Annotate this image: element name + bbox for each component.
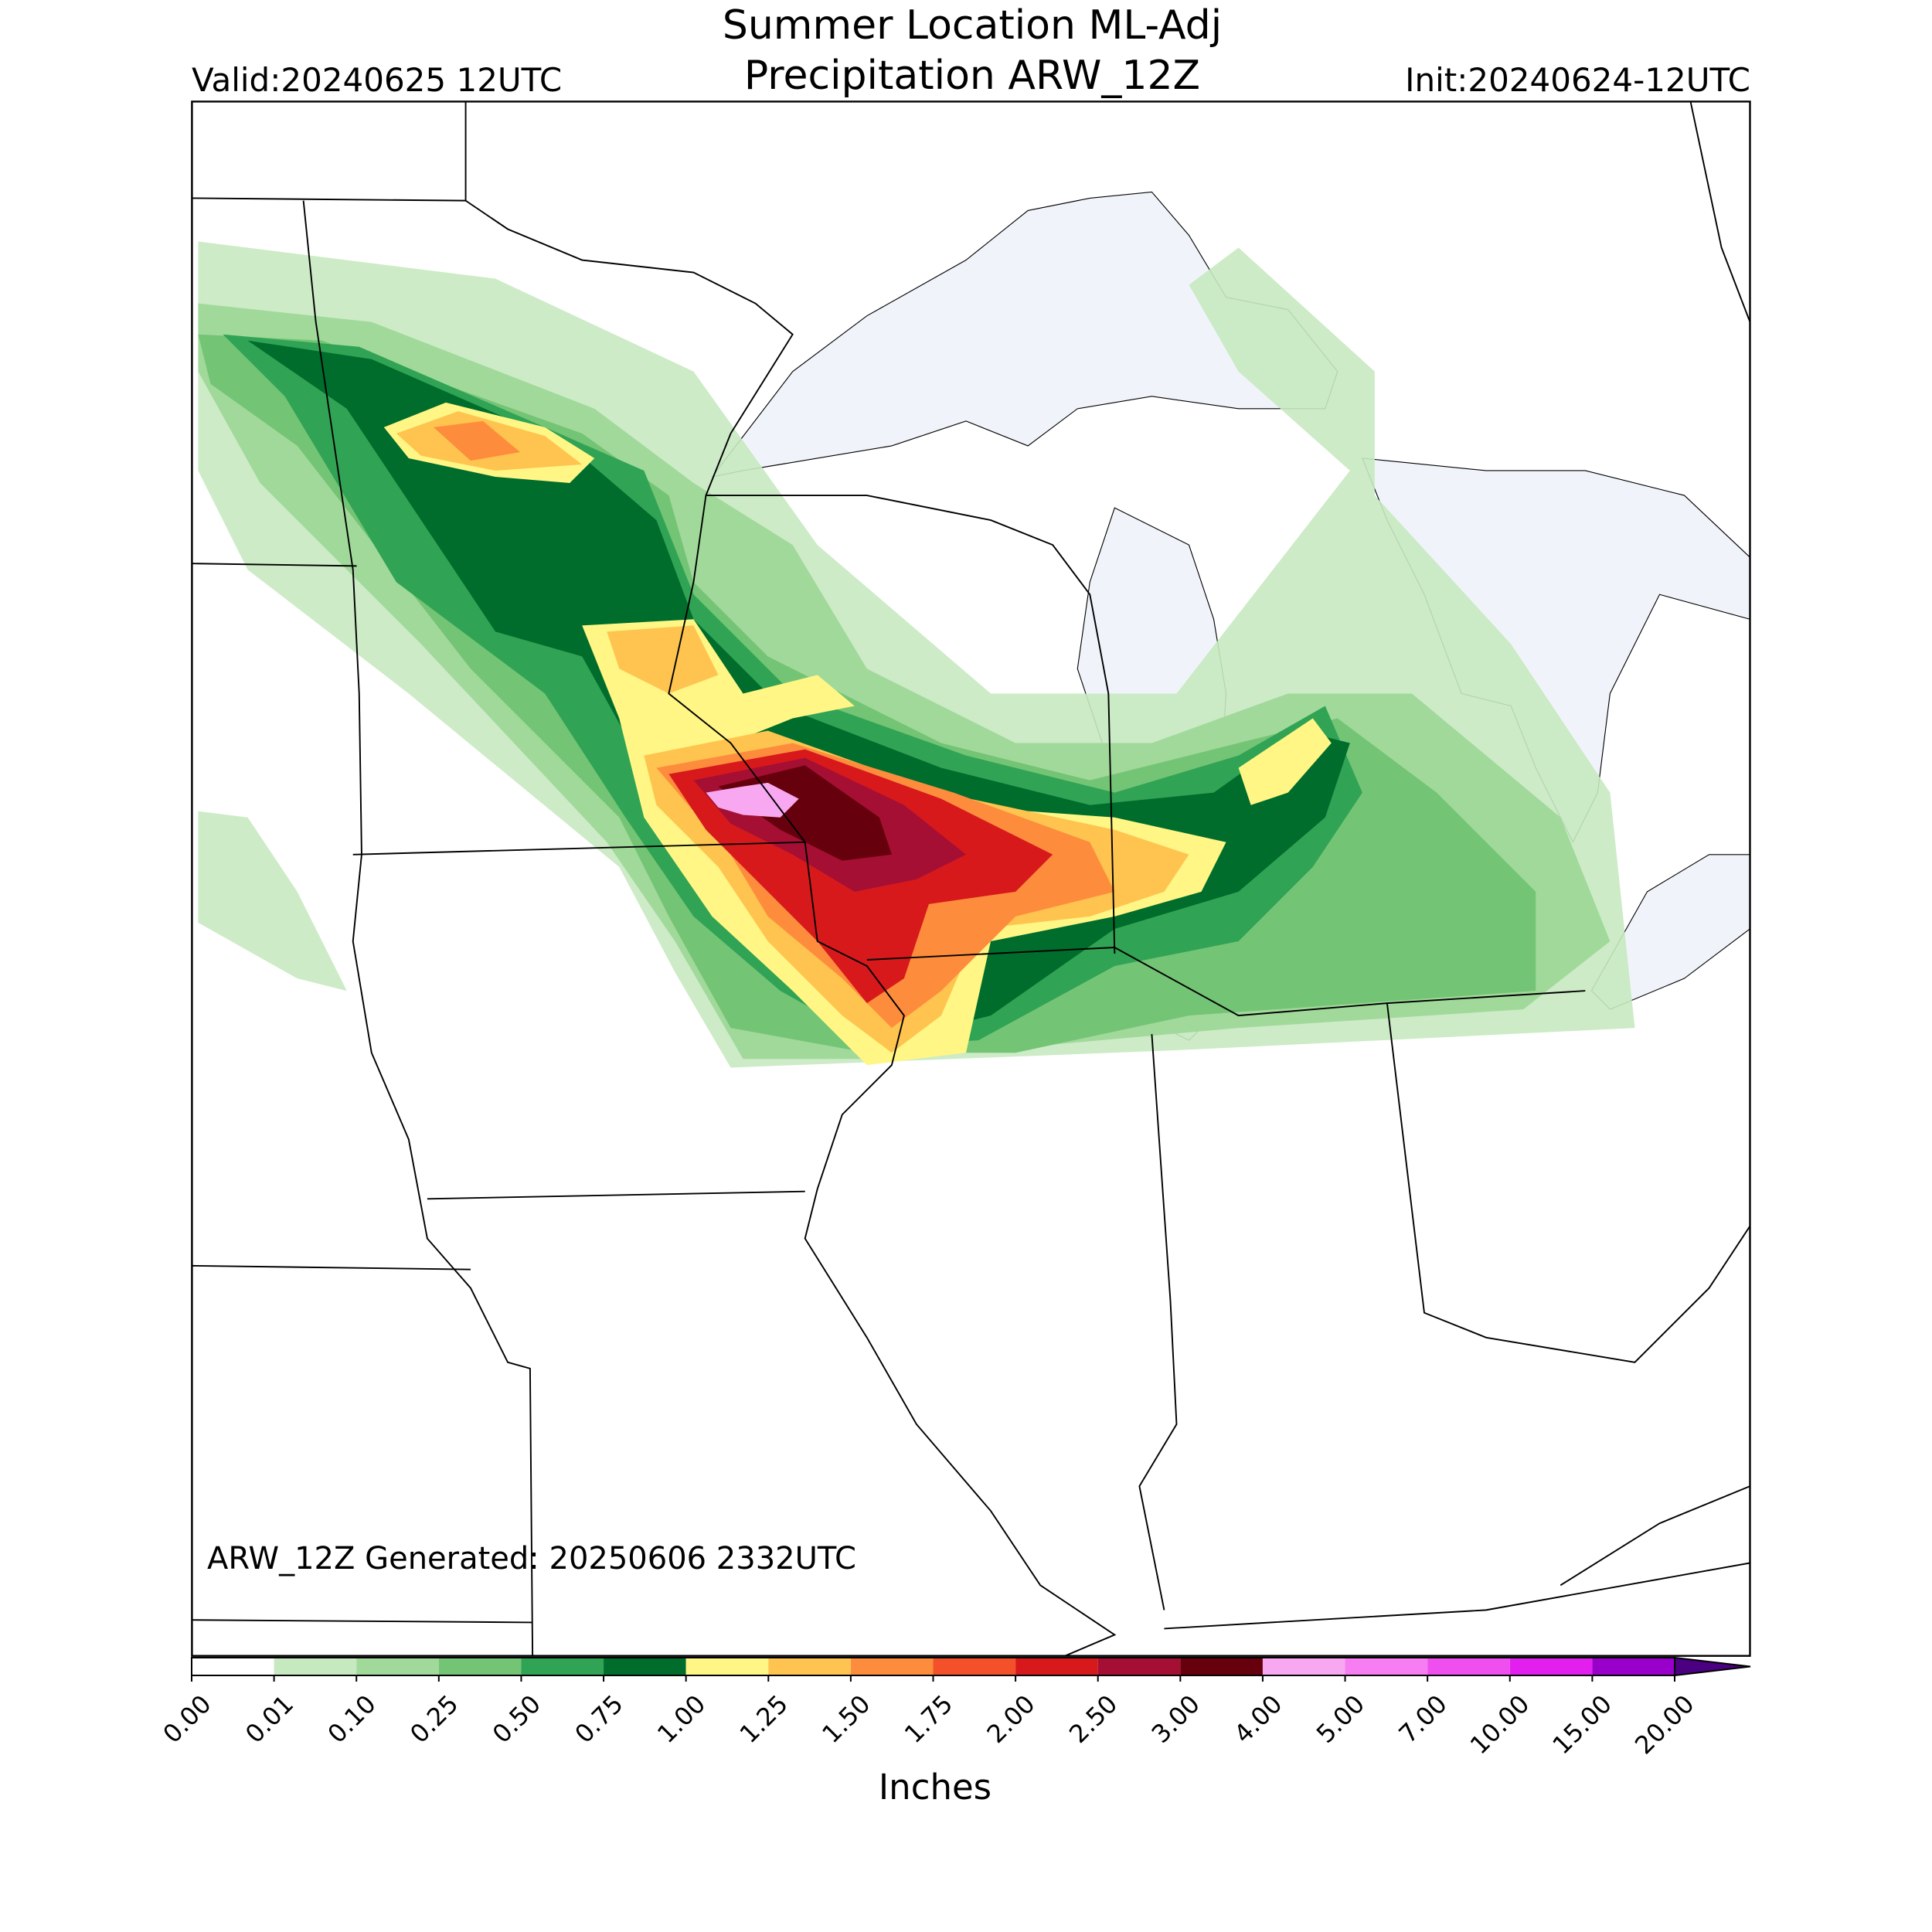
colorbar-segment — [685, 1658, 769, 1675]
generated-note: ARW_12Z Generated: 20250606 2332UTC — [207, 1541, 856, 1577]
colorbar-segment — [850, 1658, 934, 1675]
colorbar-segment — [356, 1658, 439, 1675]
colorbar-tick-label: 10.00 — [1464, 1689, 1536, 1760]
colorbar-tick-label: 7.00 — [1393, 1689, 1453, 1749]
colorbar-segment — [1262, 1658, 1345, 1675]
colorbar-tick-label: 2.00 — [981, 1689, 1040, 1749]
init-time: Init:20240624-12UTC — [1405, 61, 1750, 99]
colorbar-segment — [933, 1658, 1016, 1675]
colorbar-tick-label: 0.01 — [240, 1689, 299, 1749]
colorbar-segment — [521, 1658, 604, 1675]
colorbar-segment — [1509, 1658, 1593, 1675]
valid-time: Valid:20240625 12UTC — [192, 61, 562, 99]
colorbar-segment — [768, 1658, 851, 1675]
colorbar-tick-label: 4.00 — [1228, 1689, 1287, 1749]
colorbar-segment — [1427, 1658, 1510, 1675]
colorbar-segment — [438, 1658, 522, 1675]
colorbar-tick-label: 1.25 — [734, 1689, 794, 1749]
colorbar-tick-label: 0.00 — [157, 1689, 216, 1749]
colorbar-segment — [1015, 1658, 1098, 1675]
map-frame — [191, 100, 1751, 1657]
colorbar-tick-label: 1.50 — [816, 1689, 876, 1749]
map — [191, 100, 1751, 1657]
precipitation — [198, 241, 1635, 1068]
colorbar-tick-label: 20.00 — [1629, 1689, 1700, 1760]
title-line-1: Summer Location ML-Adj — [723, 2, 1222, 49]
borders — [192, 101, 1750, 1656]
colorbar-segment — [192, 1658, 274, 1675]
colorbar-segment — [604, 1658, 686, 1675]
colorbar-tick-label: 0.25 — [404, 1689, 464, 1749]
colorbar-tick-label: 5.00 — [1311, 1689, 1370, 1749]
colorbar-tick-label: 0.50 — [487, 1689, 546, 1749]
colorbar-tick-label: 1.75 — [899, 1689, 958, 1749]
colorbar-segment — [1345, 1658, 1428, 1675]
colorbar-tick-label: 15.00 — [1546, 1689, 1617, 1760]
title-line-2: Precipitation ARW_12Z — [744, 53, 1200, 99]
colorbar: 0.00 0.01 0.10 0.25 0.50 0.75 1.00 1.25 1.50 1.75… — [157, 1656, 1751, 1808]
colorbar-tick-label: 1.00 — [651, 1689, 711, 1749]
colorbar-extension — [1674, 1656, 1751, 1677]
colorbar-label: Inches — [879, 1767, 992, 1808]
colorbar-segment — [1592, 1658, 1675, 1675]
colorbar-segment — [1097, 1658, 1181, 1675]
colorbar-tick-label: 0.10 — [322, 1689, 382, 1749]
colorbar-segment — [1180, 1658, 1263, 1675]
colorbar-tick-label: 0.75 — [569, 1689, 628, 1749]
colorbar-segment — [274, 1658, 357, 1675]
colorbar-tick-label: 2.50 — [1063, 1689, 1123, 1749]
colorbar-tick-label: 3.00 — [1146, 1689, 1206, 1749]
